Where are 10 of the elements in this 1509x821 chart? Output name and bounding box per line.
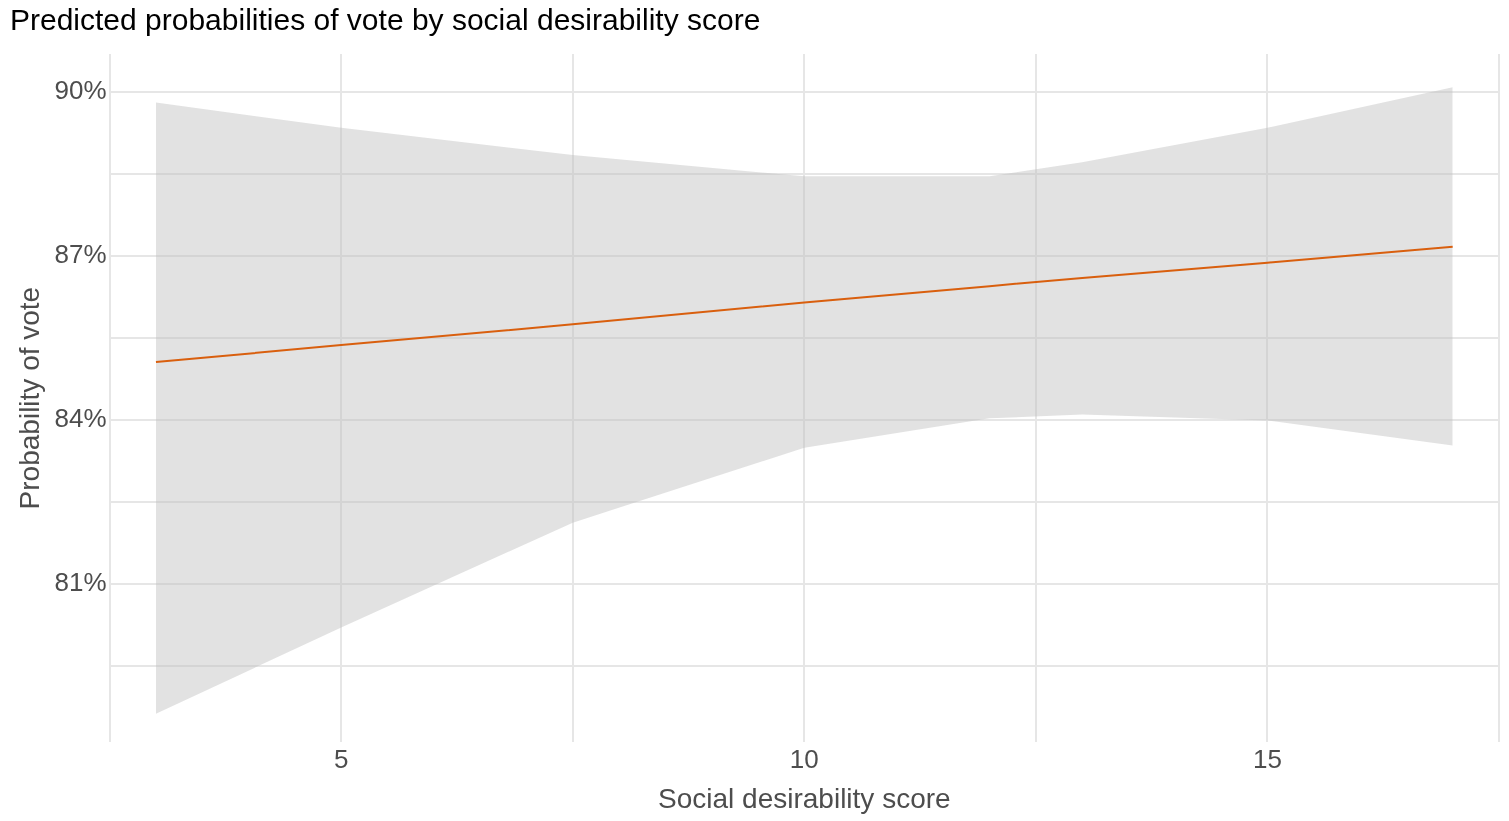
y-tick-label: 87% [54,239,107,270]
x-tick-label: 10 [789,743,819,774]
y-axis-title: Probability of vote [13,286,45,510]
y-tick-label: 81% [54,566,107,597]
x-axis-title: Social desirability score [658,782,951,814]
chart-title: Predicted probabilities of vote by social desirability score [10,3,761,37]
x-tick-label: 5 [333,743,349,774]
y-tick-label: 90% [54,75,107,106]
x-tick-label: 15 [1252,743,1282,774]
y-tick-label: 84% [54,403,107,434]
